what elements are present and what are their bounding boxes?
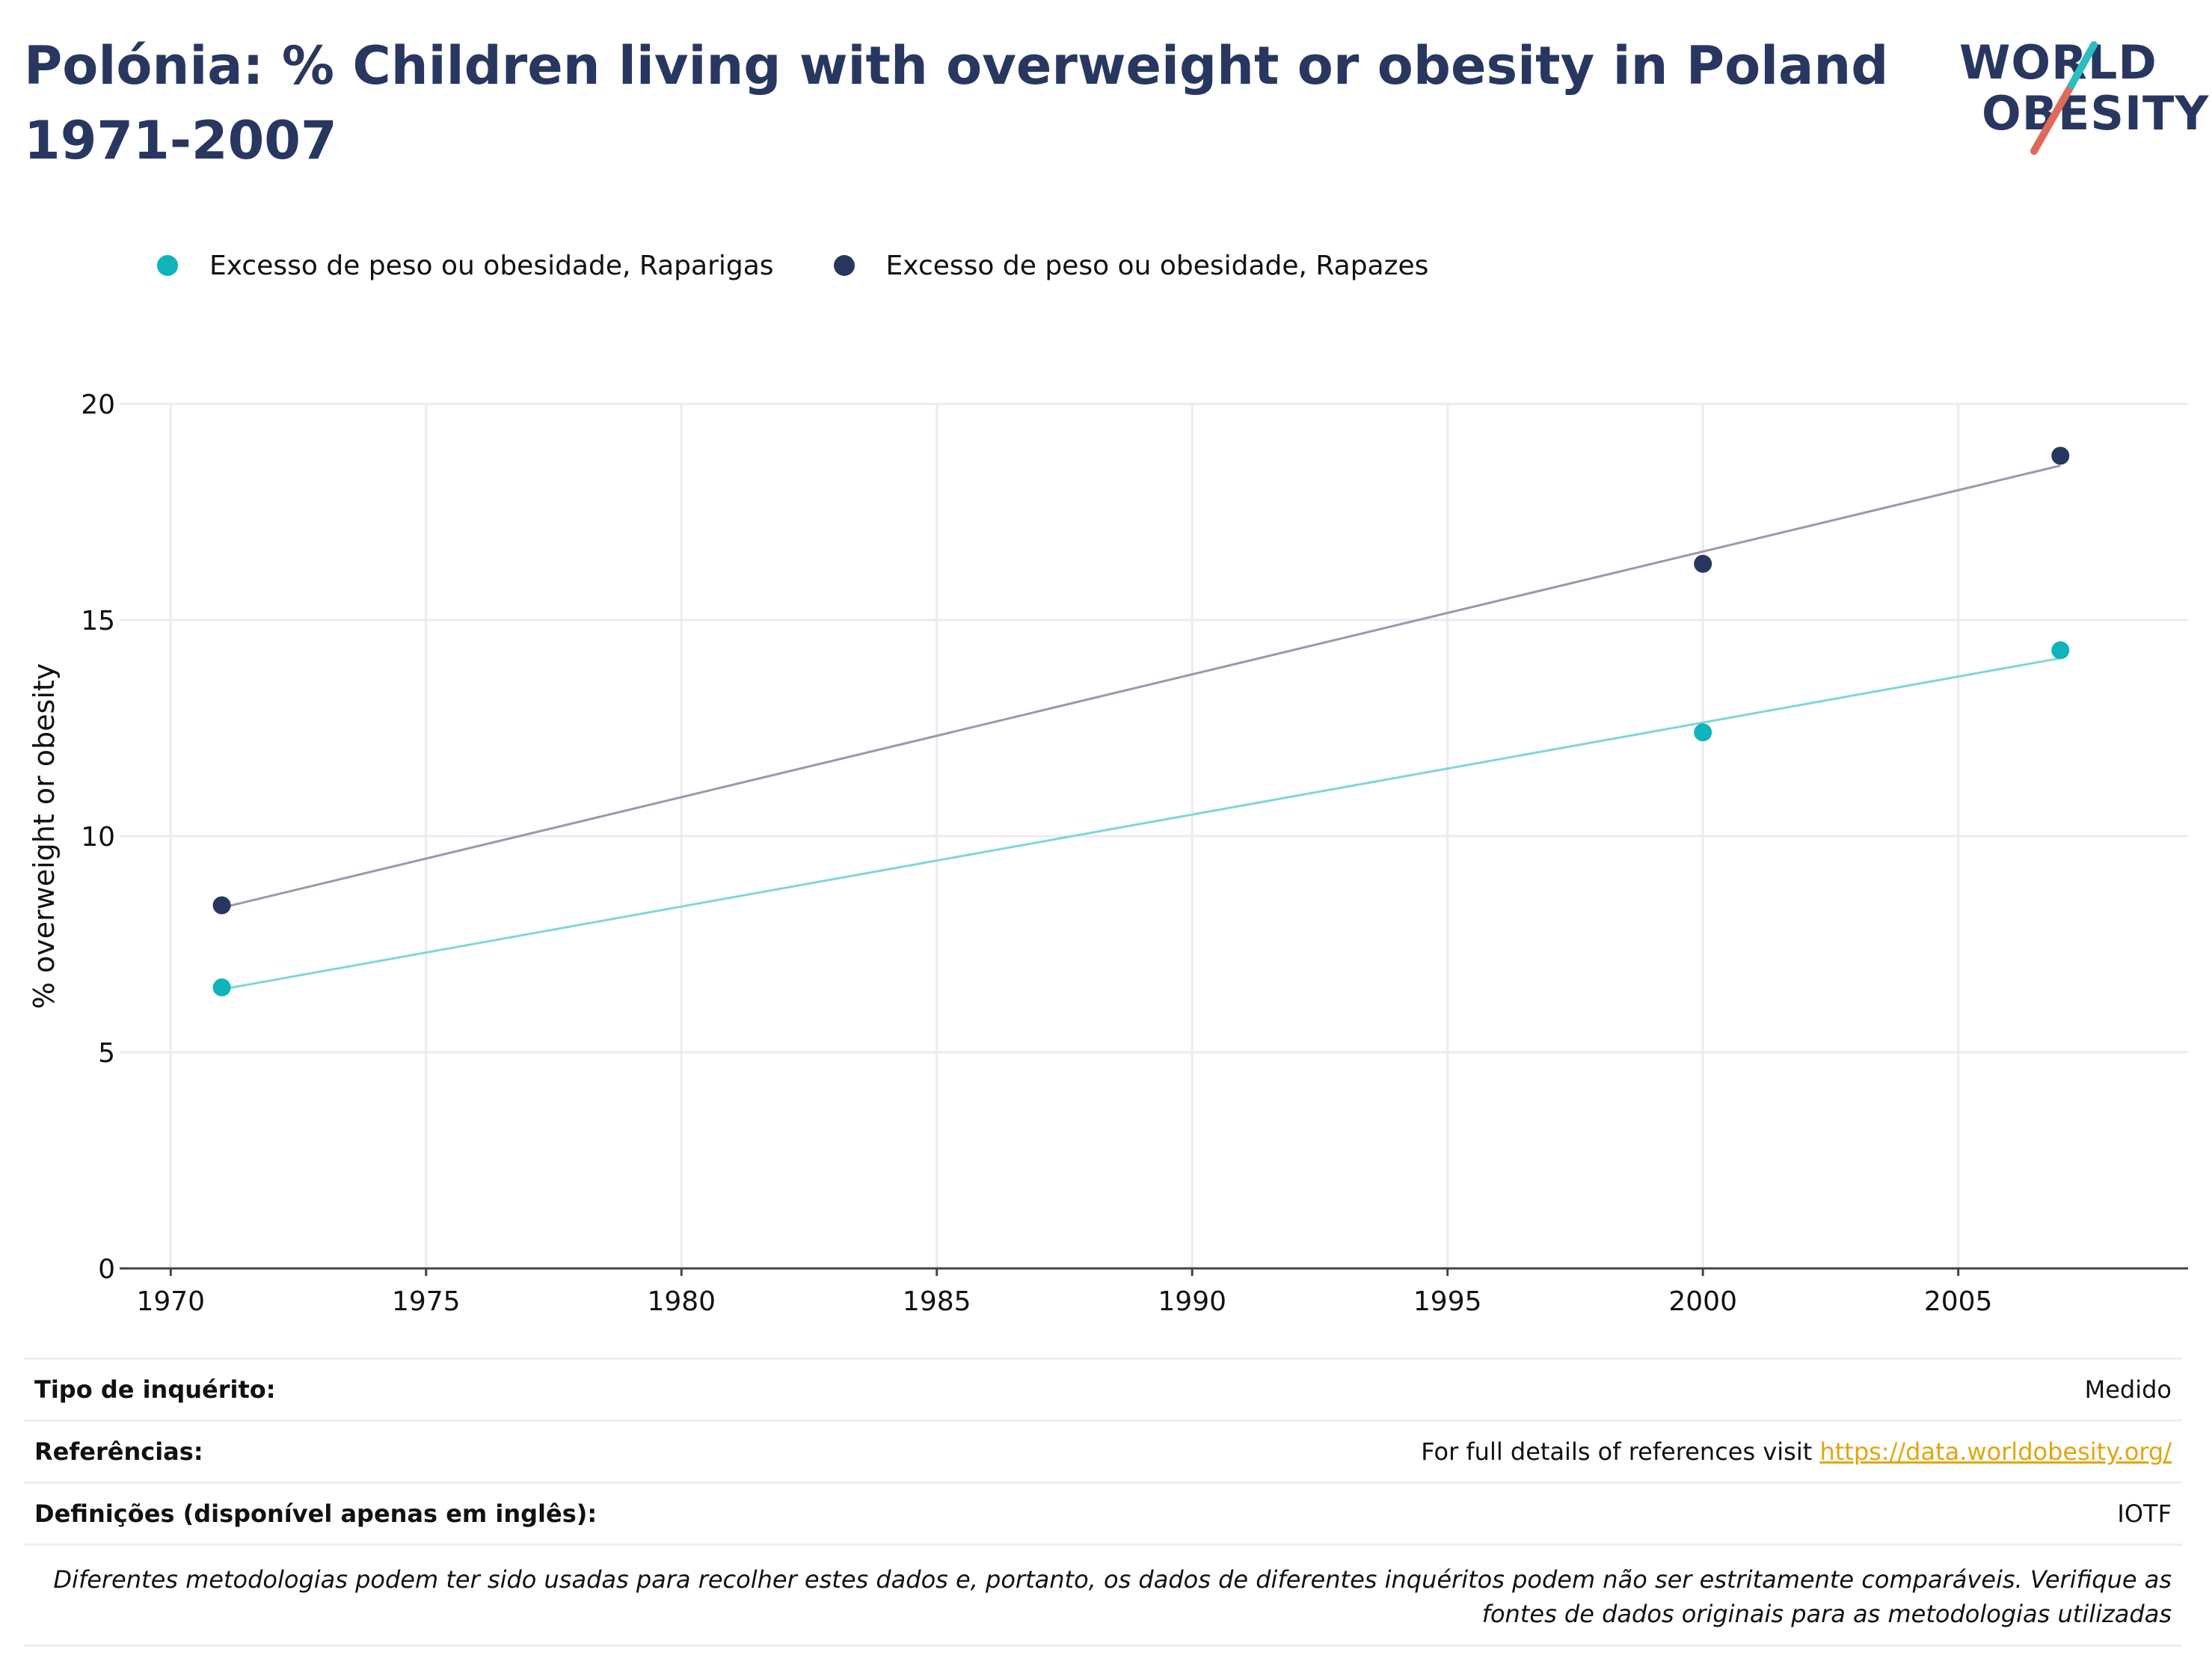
y-tick-label: 5 <box>98 1038 115 1069</box>
logo-text-world: WORLD <box>1959 35 2157 90</box>
x-tick-label: 1980 <box>647 1286 716 1317</box>
y-tick-label: 20 <box>81 390 115 420</box>
metadata-table: Tipo de inquérito: Medido Referências: F… <box>24 1357 2182 1647</box>
data-point-series-0 <box>1694 723 1712 742</box>
y-tick-label: 10 <box>81 822 115 853</box>
trendline-series-0 <box>221 657 2061 991</box>
survey-type-label: Tipo de inquérito: <box>34 1375 276 1404</box>
y-axis-title: % overweight or obesity <box>28 663 61 1010</box>
data-point-series-1 <box>2051 446 2070 465</box>
survey-type-row: Tipo de inquérito: Medido <box>24 1360 2182 1422</box>
definitions-row: Definições (disponível apenas em inglês)… <box>24 1484 2182 1546</box>
y-tick-label: 0 <box>98 1254 115 1285</box>
legend-item-raparigas[interactable]: Excesso de peso ou obesidade, Raparigas <box>157 251 774 281</box>
logo-text-obesity: OBESITY <box>1982 86 2210 141</box>
data-point-series-1 <box>212 896 231 915</box>
x-tick-label: 1970 <box>136 1286 205 1317</box>
legend-item-rapazes[interactable]: Excesso de peso ou obesidade, Rapazes <box>833 250 1429 281</box>
references-label: Referências: <box>34 1437 203 1466</box>
chart-title: Polónia: % Children living with overweig… <box>24 35 1889 171</box>
x-tick-label: 2005 <box>1924 1286 1993 1317</box>
legend-dot-rapazes <box>833 255 855 276</box>
definitions-label: Definições (disponível apenas em inglês)… <box>34 1500 597 1528</box>
chart-legend: Excesso de peso ou obesidade, Raparigas … <box>157 247 1488 284</box>
x-tick-label: 1990 <box>1158 1286 1226 1317</box>
world-obesity-logo: WORLD OBESITY <box>1952 24 2208 159</box>
data-point-series-0 <box>212 978 231 997</box>
references-value: For full details of references visit htt… <box>1421 1437 2172 1466</box>
references-prefix: For full details of references visit <box>1421 1437 1813 1466</box>
legend-dot-raparigas <box>157 255 178 276</box>
legend-label-raparigas: Excesso de peso ou obesidade, Raparigas <box>209 250 774 281</box>
data-point-series-0 <box>2051 641 2070 660</box>
y-tick-label: 15 <box>81 606 115 636</box>
data-point-series-1 <box>1694 554 1712 573</box>
definitions-value: IOTF <box>2117 1500 2172 1528</box>
trendline-series-1 <box>221 464 2061 909</box>
references-link[interactable]: https://data.worldobesity.org/ <box>1819 1437 2172 1466</box>
survey-type-value: Medido <box>2084 1375 2172 1404</box>
x-tick-label: 1985 <box>903 1286 971 1317</box>
references-row: Referências: For full details of referen… <box>24 1422 2182 1484</box>
methodology-note: Diferentes metodologias podem ter sido u… <box>24 1546 2182 1647</box>
logo-slash-icon <box>2030 41 2098 155</box>
x-tick-label: 2000 <box>1668 1286 1737 1317</box>
x-tick-label: 1995 <box>1413 1286 1482 1317</box>
legend-label-rapazes: Excesso de peso ou obesidade, Rapazes <box>885 250 1429 281</box>
scatter-chart: 0 5 10 15 20 1970 1975 1980 1985 1990 1995 2000 2005… <box>28 390 2188 1317</box>
x-tick-label: 1975 <box>392 1286 461 1317</box>
